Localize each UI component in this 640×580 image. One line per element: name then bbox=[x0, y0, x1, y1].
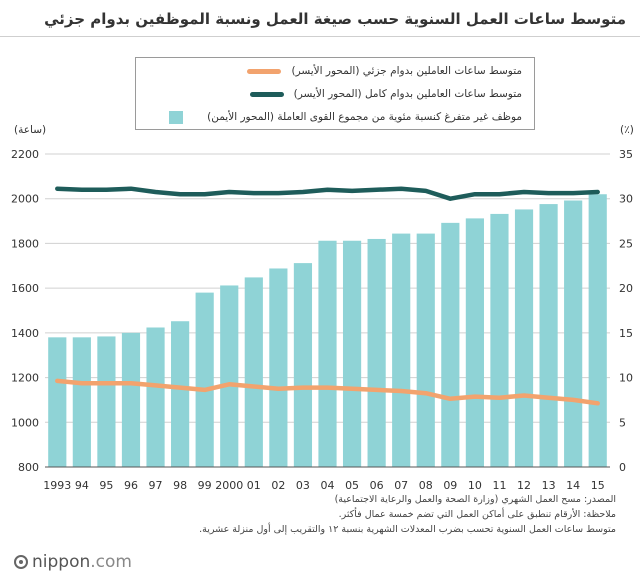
left-tick-label: 2000 bbox=[11, 193, 39, 206]
ratio-bar bbox=[72, 337, 91, 467]
legend-item-ratio: موظف غير متفرغ كنسبة مئوية من مجموع القو… bbox=[159, 108, 522, 126]
x-tick-label: 02 bbox=[271, 479, 285, 492]
legend-label-part-time: متوسط ساعات العاملين بدوام جزئي (المحور … bbox=[291, 65, 522, 77]
x-tick-label: 2000 bbox=[215, 479, 243, 492]
right-tick-label: 15 bbox=[619, 327, 633, 340]
left-axis-unit: (ساعة) bbox=[14, 124, 47, 136]
ratio-bar bbox=[48, 337, 67, 467]
x-tick-label: 1993 bbox=[43, 479, 71, 492]
x-tick-label: 12 bbox=[517, 479, 531, 492]
legend-item-part-time: متوسط ساعات العاملين بدوام جزئي (المحور … bbox=[247, 62, 522, 80]
ratio-bar bbox=[146, 327, 165, 467]
legend-swatch-ratio bbox=[169, 110, 184, 124]
ratio-bar bbox=[293, 263, 313, 467]
left-tick-label: 800 bbox=[18, 461, 39, 474]
legend-item-full-time: متوسط ساعات العاملين بدوام كامل (المحور … bbox=[249, 85, 522, 103]
x-tick-label: 01 bbox=[247, 479, 261, 492]
x-tick-label: 14 bbox=[566, 479, 580, 492]
ratio-bar bbox=[588, 194, 607, 467]
x-tick-label: 95 bbox=[99, 479, 113, 492]
note-1: ملاحظة: الأرقام تنطبق على أماكن العمل ال… bbox=[338, 509, 616, 520]
legend-label-full-time: متوسط ساعات العاملين بدوام كامل (المحور … bbox=[293, 88, 522, 100]
ratio-bar bbox=[490, 213, 509, 467]
logo-name: nippon bbox=[32, 552, 91, 572]
logo-mark-icon bbox=[14, 555, 28, 569]
left-tick-label: 1400 bbox=[11, 327, 39, 340]
ratio-bar bbox=[539, 204, 558, 467]
left-tick-label: 1600 bbox=[11, 282, 39, 295]
ratio-bar bbox=[514, 209, 534, 467]
ratio-bar bbox=[318, 240, 337, 467]
x-tick-label: 03 bbox=[296, 479, 310, 492]
ratio-bar bbox=[416, 233, 435, 467]
note-2: متوسط ساعات العمل السنوية تحسب بضرب المع… bbox=[199, 524, 616, 535]
legend: متوسط ساعات العاملين بدوام جزئي (المحور … bbox=[135, 57, 535, 130]
x-tick-label: 94 bbox=[75, 479, 89, 492]
left-tick-label: 2200 bbox=[11, 148, 39, 161]
ratio-bar bbox=[564, 200, 583, 467]
x-tick-label: 97 bbox=[149, 479, 163, 492]
x-tick-label: 04 bbox=[321, 479, 335, 492]
ratio-bar bbox=[171, 321, 190, 467]
left-tick-label: 1200 bbox=[11, 372, 39, 385]
right-tick-label: 20 bbox=[619, 282, 633, 295]
x-tick-label: 09 bbox=[443, 479, 457, 492]
right-tick-label: 30 bbox=[619, 193, 633, 206]
legend-label-ratio: موظف غير متفرغ كنسبة مئوية من مجموع القو… bbox=[207, 111, 522, 123]
x-tick-label: 05 bbox=[345, 479, 359, 492]
ratio-bar bbox=[342, 240, 362, 467]
ratio-bar bbox=[121, 332, 141, 467]
source-note: المصدر: مسح العمل الشهري (وزارة الصحة وا… bbox=[334, 494, 616, 505]
x-tick-label: 98 bbox=[173, 479, 187, 492]
nippon-logo: nippon.com bbox=[14, 552, 132, 572]
legend-swatch-part-time bbox=[247, 68, 282, 74]
right-tick-label: 0 bbox=[619, 461, 626, 474]
x-tick-label: 13 bbox=[542, 479, 556, 492]
x-tick-label: 07 bbox=[394, 479, 408, 492]
ratio-bar bbox=[220, 285, 239, 467]
ratio-bar bbox=[244, 277, 263, 467]
footnotes: المصدر: مسح العمل الشهري (وزارة الصحة وا… bbox=[199, 492, 616, 537]
ratio-bar bbox=[367, 238, 386, 467]
right-axis-unit: (٪) bbox=[620, 124, 634, 136]
chart-title: متوسط ساعات العمل السنوية حسب صيغة العمل… bbox=[44, 10, 626, 28]
right-tick-label: 35 bbox=[619, 148, 633, 161]
x-tick-label: 15 bbox=[591, 479, 605, 492]
left-tick-label: 1000 bbox=[11, 416, 39, 429]
x-tick-label: 99 bbox=[198, 479, 212, 492]
x-tick-label: 06 bbox=[370, 479, 384, 492]
full-time-hours-line bbox=[55, 186, 600, 201]
logo-suffix: .com bbox=[90, 552, 132, 572]
ratio-bar bbox=[441, 222, 460, 467]
ratio-bar bbox=[195, 292, 214, 467]
ratio-bar bbox=[465, 218, 484, 467]
right-tick-label: 5 bbox=[619, 416, 626, 429]
ratio-bar bbox=[392, 233, 411, 467]
x-tick-label: 10 bbox=[468, 479, 482, 492]
ratio-bar bbox=[97, 336, 116, 467]
part-time-hours-line bbox=[55, 378, 600, 406]
legend-swatch-full-time bbox=[249, 91, 284, 97]
ratio-bar bbox=[269, 268, 288, 467]
x-tick-label: 08 bbox=[419, 479, 433, 492]
x-tick-label: 11 bbox=[492, 479, 506, 492]
right-tick-label: 25 bbox=[619, 237, 633, 250]
right-tick-label: 10 bbox=[619, 372, 633, 385]
x-tick-label: 96 bbox=[124, 479, 138, 492]
title-divider bbox=[0, 36, 640, 37]
left-tick-label: 1800 bbox=[11, 237, 39, 250]
